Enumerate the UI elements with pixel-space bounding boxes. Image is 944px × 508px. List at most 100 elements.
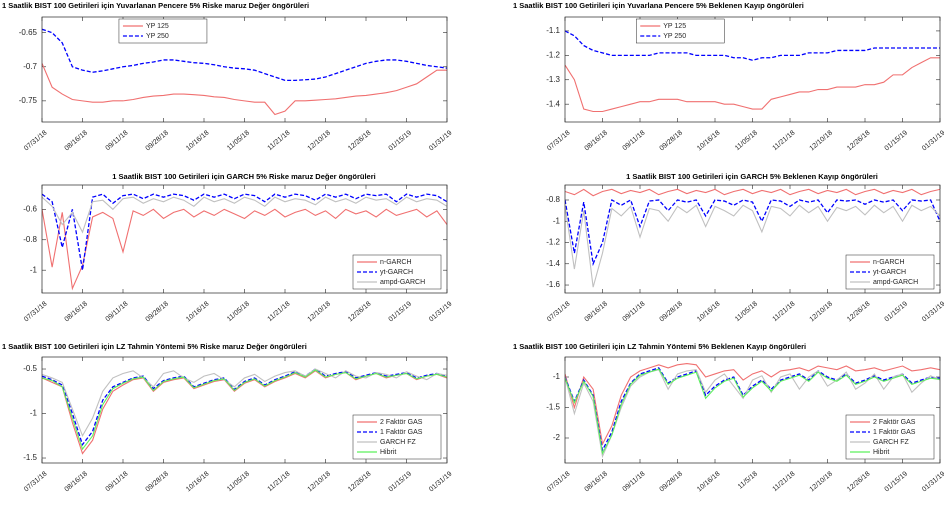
y-tick-label: -1: [30, 409, 38, 418]
x-tick-label: 01/31/19: [428, 471, 453, 494]
x-tick-label: 07/31/18: [546, 301, 571, 324]
x-tick-label: 09/28/18: [145, 130, 170, 153]
x-tick-label: 08/16/18: [584, 301, 609, 324]
series-line: [42, 368, 447, 438]
x-tick-label: 08/16/18: [64, 130, 89, 153]
x-tick-label: 01/15/19: [884, 301, 909, 324]
series-line: [42, 196, 447, 234]
x-tick-label: 01/31/19: [921, 301, 944, 324]
x-tick-label: 12/26/18: [846, 130, 871, 153]
legend-label: 2 Faktör GAS: [380, 419, 423, 426]
y-tick-label: -0.8: [23, 235, 37, 244]
y-tick-label: -0.6: [23, 204, 37, 213]
series-group: [42, 368, 447, 455]
y-tick-label: -0.8: [546, 195, 560, 204]
panel-title: 1 Saatlik BIST 100 Getirileri için GARCH…: [626, 172, 878, 181]
x-tick-label: 08/16/18: [584, 130, 609, 153]
x-tick-label: 11/21/18: [266, 130, 291, 153]
legend-label: GARCH FZ: [873, 439, 910, 446]
y-tick-label: -1.6: [546, 280, 560, 289]
x-tick-label: 01/15/19: [388, 301, 413, 324]
series-line: [565, 198, 940, 267]
x-tick-label: 10/16/18: [696, 471, 721, 494]
x-tick-label: 11/21/18: [771, 130, 796, 153]
x-tick-label: 01/31/19: [921, 130, 944, 153]
x-tick-label: 09/11/18: [104, 471, 129, 494]
legend-box: [636, 18, 725, 44]
x-tick-label: 09/28/18: [659, 471, 684, 494]
legend: YP 125 YP 250: [118, 18, 208, 44]
legend-label: Hibrit: [873, 449, 889, 456]
legend: 2 Faktör GAS 1 Faktör GAS GARCH FZ Hibrit: [845, 414, 935, 460]
series-line: [565, 363, 940, 446]
x-tick-label: 10/16/18: [696, 301, 721, 324]
panel: 1 Saatlik BIST 100 Getirileri için GARCH…: [546, 172, 944, 323]
x-tick-label: 12/26/18: [846, 301, 871, 324]
plot-frame: [41, 16, 448, 123]
y-tick-label: -2: [553, 433, 561, 442]
legend-label: YP 250: [146, 33, 169, 40]
x-tick-label: 01/31/19: [428, 301, 453, 324]
x-tick-label: 12/26/18: [846, 471, 871, 494]
panel: 1 Saatlik BIST 100 Getirileri için LZ Ta…: [513, 342, 944, 493]
panel-title: 1 Saatlik BIST 100 Getirileri için GARCH…: [112, 172, 375, 181]
y-tick-label: -1: [553, 216, 561, 225]
plot-frame: [41, 356, 448, 464]
x-tick-label: 12/10/18: [809, 301, 834, 324]
panel-title: 1 Saatlik BIST 100 Getirileri için LZ Ta…: [513, 342, 806, 351]
series-group: [565, 30, 940, 113]
series-line: [565, 368, 940, 455]
x-tick-label: 09/11/18: [621, 130, 646, 153]
y-tick-label: -1.2: [546, 50, 560, 59]
x-tick-label: 11/21/18: [771, 471, 796, 494]
series-group: [565, 363, 940, 459]
x-tick-label: 10/16/18: [185, 301, 210, 324]
legend: YP 125 YP 250: [636, 18, 725, 44]
legend-label: n-GARCH: [380, 259, 412, 266]
x-tick-label: 09/28/18: [659, 130, 684, 153]
series-line: [42, 369, 447, 451]
legend-label: YP 250: [663, 33, 686, 40]
legend-box: [352, 254, 442, 290]
panel: 1 Saatlik BIST 100 Getirileri için Yuvar…: [2, 1, 454, 152]
x-tick-label: 12/10/18: [307, 301, 332, 324]
series-line: [42, 28, 447, 82]
x-tick-label: 11/05/18: [734, 301, 759, 324]
x-tick-label: 12/26/18: [347, 471, 372, 494]
legend-label: n-GARCH: [873, 259, 905, 266]
y-tick-label: -1.1: [546, 26, 560, 35]
legend-label: YP 125: [663, 23, 686, 30]
x-tick-label: 10/16/18: [185, 130, 210, 153]
series-line: [565, 204, 940, 288]
y-tick-label: -0.65: [19, 28, 38, 37]
y-tick-label: -0.75: [19, 96, 38, 105]
panel-title: 1 Saatlik BIST 100 Getirileri için Yuvar…: [2, 1, 309, 10]
plot-frame: [564, 184, 941, 294]
legend-label: GARCH FZ: [380, 439, 417, 446]
legend-label: ampd-GARCH: [380, 279, 425, 286]
x-tick-label: 10/16/18: [696, 130, 721, 153]
x-tick-label: 01/31/19: [921, 471, 944, 494]
series-line: [42, 193, 447, 271]
series-line: [42, 368, 447, 447]
legend-box: [845, 254, 935, 290]
y-tick-label: -1.2: [546, 238, 560, 247]
x-tick-label: 01/15/19: [388, 471, 413, 494]
plot-frame: [41, 184, 448, 294]
y-tick-label: -0.5: [23, 364, 37, 373]
x-tick-label: 12/10/18: [809, 471, 834, 494]
series-line: [565, 369, 940, 459]
x-tick-label: 09/11/18: [104, 301, 129, 324]
x-tick-label: 07/31/18: [23, 301, 48, 324]
x-tick-label: 09/11/18: [104, 130, 129, 153]
legend-label: yt-GARCH: [873, 269, 906, 276]
y-tick-label: -1.4: [546, 99, 560, 108]
panel: 1 Saatlik BIST 100 Getirileri için Yuvar…: [513, 1, 944, 152]
x-tick-label: 12/26/18: [347, 301, 372, 324]
y-tick-label: -1.3: [546, 75, 560, 84]
panel: 1 Saatlik BIST 100 Getirileri için LZ Ta…: [2, 342, 454, 493]
x-tick-label: 01/31/19: [428, 130, 453, 153]
legend-label: Hibrit: [380, 449, 396, 456]
panel: 1 Saatlik BIST 100 Getirileri için GARCH…: [23, 172, 453, 323]
